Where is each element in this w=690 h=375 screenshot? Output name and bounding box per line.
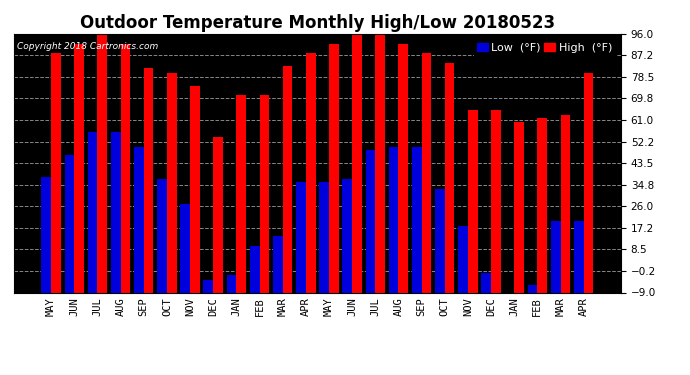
Bar (319, 182, 329, 292)
Bar (65, 154, 75, 292)
Bar (144, 68, 153, 292)
Text: Copyright 2018 Cartronics.com: Copyright 2018 Cartronics.com (17, 42, 158, 51)
Bar (88, 132, 97, 292)
Bar (97, 34, 107, 292)
Bar (445, 63, 455, 292)
Bar (134, 147, 144, 292)
Bar (468, 110, 477, 292)
Bar (121, 44, 130, 292)
Bar (157, 179, 167, 292)
Bar (412, 147, 422, 292)
Bar (551, 221, 560, 292)
Bar (375, 34, 385, 292)
Bar (491, 110, 501, 292)
Bar (296, 182, 306, 292)
Bar (51, 54, 61, 292)
Bar (41, 177, 51, 292)
Bar (111, 132, 121, 292)
Bar (458, 226, 468, 292)
Bar (329, 44, 339, 292)
Bar (528, 285, 538, 292)
Bar (273, 236, 283, 292)
Bar (213, 137, 223, 292)
Bar (574, 221, 584, 292)
Legend: Low  (°F), High  (°F): Low (°F), High (°F) (473, 39, 615, 56)
Bar (352, 34, 362, 292)
Bar (283, 66, 293, 292)
Bar (366, 150, 375, 292)
Bar (514, 123, 524, 292)
Bar (250, 246, 259, 292)
Bar (190, 86, 200, 292)
Bar (435, 189, 445, 292)
Bar (584, 73, 593, 292)
Bar (259, 95, 269, 292)
Bar (482, 273, 491, 292)
Bar (538, 117, 547, 292)
Bar (422, 54, 431, 292)
Bar (398, 44, 408, 292)
Bar (180, 204, 190, 292)
Bar (306, 54, 315, 292)
Bar (237, 95, 246, 292)
Bar (226, 275, 237, 292)
Bar (560, 115, 570, 292)
Bar (388, 147, 398, 292)
Bar (204, 280, 213, 292)
Bar (342, 179, 352, 292)
Bar (167, 73, 177, 292)
Bar (75, 44, 84, 292)
Title: Outdoor Temperature Monthly High/Low 20180523: Outdoor Temperature Monthly High/Low 201… (80, 14, 555, 32)
